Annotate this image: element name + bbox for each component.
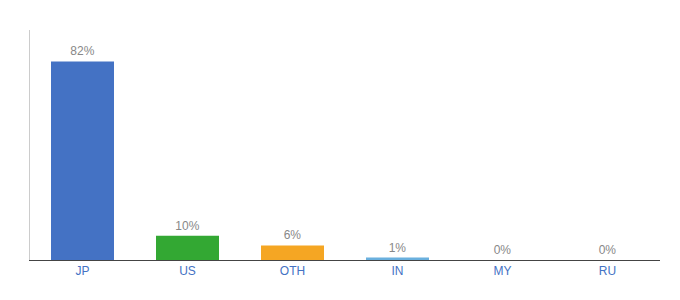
- svg-text:6%: 6%: [284, 228, 302, 242]
- svg-text:IN: IN: [392, 264, 404, 278]
- svg-text:MY: MY: [494, 264, 512, 278]
- svg-text:0%: 0%: [494, 243, 512, 257]
- svg-text:1%: 1%: [389, 241, 407, 255]
- svg-text:US: US: [179, 264, 196, 278]
- svg-text:82%: 82%: [70, 44, 94, 58]
- svg-text:OTH: OTH: [280, 264, 305, 278]
- svg-text:JP: JP: [75, 264, 89, 278]
- svg-text:0%: 0%: [599, 243, 617, 257]
- svg-text:10%: 10%: [175, 219, 199, 233]
- svg-text:RU: RU: [599, 264, 616, 278]
